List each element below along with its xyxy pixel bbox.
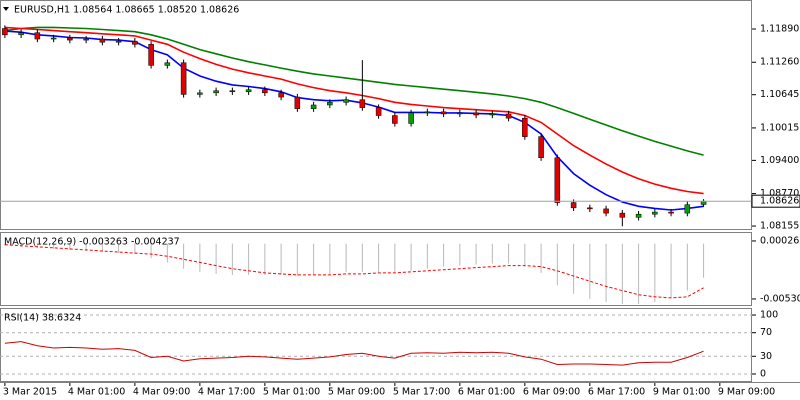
indicator-line (4, 244, 704, 299)
candle-body (132, 40, 138, 45)
candle-body (424, 111, 431, 114)
last-price-box (751, 194, 800, 208)
y-tick-label: 1.08770 (760, 188, 799, 199)
x-tick-label: 9 Mar 01:00 (653, 387, 710, 398)
x-tick-label: 9 Mar 09:00 (718, 387, 775, 398)
y-tick-label: 30 (760, 351, 772, 362)
x-tick-label: 4 Mar 01:00 (68, 387, 125, 398)
y-tick-label: 70 (760, 327, 772, 338)
candle-body (245, 89, 252, 93)
panel-title: EURUSD,H1 1.08564 1.08665 1.08520 1.0862… (14, 5, 239, 16)
panel-title: MACD(12,26,9) -0.003263 -0.004237 (4, 237, 180, 248)
panel-frame (0, 232, 752, 306)
candle-body (343, 99, 349, 103)
candle-body (408, 112, 414, 124)
candle-body (684, 204, 691, 214)
candle-body (392, 115, 398, 124)
candle-body (489, 113, 496, 116)
menu-arrow (3, 7, 9, 11)
panel-frame (0, 308, 752, 382)
y-tick-label: 0 (760, 368, 766, 379)
candle-body (34, 32, 41, 40)
indicator-line (4, 30, 704, 211)
x-tick-label: 5 Mar 01:00 (263, 387, 320, 398)
candle-body (115, 40, 122, 43)
x-tick-label: 4 Mar 09:00 (133, 387, 190, 398)
x-tick-label: 6 Mar 01:00 (458, 387, 515, 398)
candle-body (327, 102, 333, 106)
candle-body (457, 112, 463, 115)
candle-body (229, 90, 236, 93)
candle-body (359, 99, 366, 108)
indicator-line (4, 26, 704, 195)
x-tick-label: 6 Mar 09:00 (523, 387, 580, 398)
y-tick-label: 0.000261 (760, 235, 800, 246)
y-tick-label: -0.005304 (760, 293, 800, 304)
y-tick-label: 1.11260 (760, 57, 799, 68)
candle-body (635, 213, 642, 218)
candle-body (473, 112, 479, 116)
candle-body (538, 136, 544, 158)
candle-body (570, 202, 577, 209)
last-price-label: 1.08626 (760, 196, 799, 207)
candle-body (180, 62, 187, 95)
candle-body (213, 90, 219, 94)
x-tick-label: 5 Mar 09:00 (328, 387, 385, 398)
candle-body (148, 44, 154, 66)
candle-body (375, 107, 382, 116)
panel-frame (0, 0, 752, 230)
candle-body (310, 104, 317, 109)
candle-body (668, 211, 674, 214)
candle-body (50, 37, 57, 40)
y-tick-label: 1.09400 (760, 155, 799, 166)
y-tick-label: 1.08155 (760, 221, 799, 232)
candle-body (67, 37, 73, 41)
candle-body (197, 92, 203, 95)
x-tick-label: 3 Mar 2015 (3, 387, 57, 398)
x-tick-label: 4 Mar 17:00 (198, 387, 255, 398)
y-tick-label: 100 (760, 310, 778, 321)
candle-body (294, 96, 301, 109)
candle-body (554, 157, 561, 203)
x-tick-label: 6 Mar 17:00 (588, 387, 645, 398)
y-tick-label: 1.11890 (760, 24, 799, 35)
candle-body (2, 28, 8, 36)
candle-body (83, 38, 89, 41)
candle-body (652, 211, 658, 215)
candle-body (278, 92, 284, 98)
indicator-line (4, 341, 704, 366)
y-tick-label: 1.10645 (760, 89, 799, 100)
candle-body (99, 38, 106, 43)
candle-body (505, 113, 512, 119)
candle-body (603, 208, 609, 214)
candle-body (262, 89, 268, 94)
x-tick-label: 5 Mar 17:00 (393, 387, 450, 398)
candle-body (522, 117, 528, 137)
candle-body (164, 62, 171, 66)
y-tick-label: 1.10015 (760, 122, 799, 133)
candle-body (18, 32, 24, 36)
indicator-line (4, 26, 704, 156)
panel-title: RSI(14) 38.6324 (4, 313, 81, 324)
candle-body (587, 207, 593, 210)
candle-body (619, 212, 626, 218)
candle-body (440, 111, 447, 115)
